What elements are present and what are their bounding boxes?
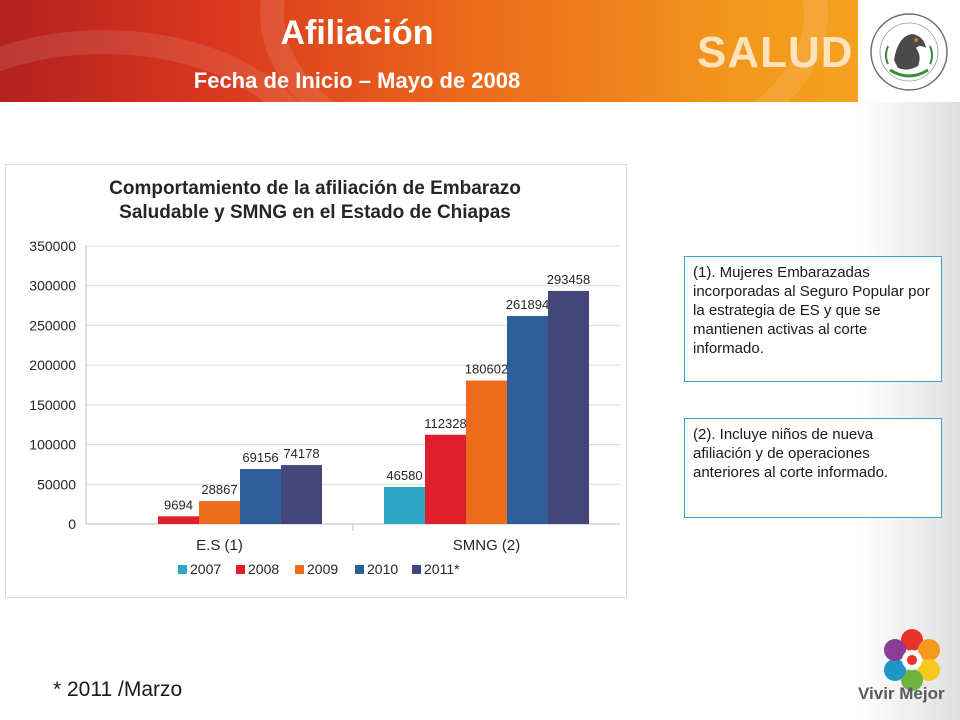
y-tick-label: 100000 xyxy=(29,437,76,453)
bar-2011-0 xyxy=(281,465,322,524)
bar-2007-1 xyxy=(384,487,425,524)
note-smng: (2). Incluye niños de nueva afiliación y… xyxy=(684,418,942,518)
data-label: 180602 xyxy=(465,362,508,377)
legend-swatch xyxy=(295,565,304,574)
header-banner xyxy=(0,0,858,102)
y-tick-label: 50000 xyxy=(37,476,76,492)
data-label: 261894 xyxy=(506,297,549,312)
bar-chart: 0 50000 100000 150000 200000 250000 300000 3500… xyxy=(29,238,620,577)
data-label: 74178 xyxy=(283,446,319,461)
vivir-mejor-flower-icon xyxy=(884,629,940,691)
data-label: 69156 xyxy=(242,450,278,465)
x-category-label: SMNG (2) xyxy=(453,537,521,554)
page-subtitle: Fecha de Inicio – Mayo de 2008 xyxy=(193,68,521,93)
bar-2008-0 xyxy=(158,516,199,524)
data-label: 112328 xyxy=(424,416,466,431)
data-label: 293458 xyxy=(547,272,590,287)
legend-label: 2008 xyxy=(248,561,279,577)
y-tick-label: 150000 xyxy=(29,397,76,413)
bar-2008-1 xyxy=(425,434,466,524)
legend-label: 2009 xyxy=(307,561,338,577)
data-label: 9694 xyxy=(164,497,193,512)
legend-swatch xyxy=(355,565,364,574)
legend-swatch xyxy=(236,565,245,574)
bar-2011-1 xyxy=(548,290,589,524)
y-tick-label: 250000 xyxy=(29,317,76,333)
y-tick-label: 300000 xyxy=(29,278,76,294)
x-category-label: E.S (1) xyxy=(196,537,243,554)
bar-2010-0 xyxy=(240,469,281,524)
y-tick-label: 350000 xyxy=(29,238,76,254)
eagle-seal-icon xyxy=(870,13,948,91)
legend-label: 2010 xyxy=(367,561,398,577)
bar-2009-1 xyxy=(466,380,507,524)
chart-title-line2: Saludable y SMNG en el Estado de Chiapas xyxy=(119,202,511,223)
legend-label: 2007 xyxy=(190,561,221,577)
legend-label: 2011* xyxy=(424,561,460,577)
bar-2010-1 xyxy=(507,315,548,524)
y-tick-label: 200000 xyxy=(29,357,76,373)
data-label: 46580 xyxy=(386,468,422,483)
legend-swatch xyxy=(178,565,187,574)
note-es: (1). Mujeres Embarazadas incorporadas al… xyxy=(684,256,942,382)
mexico-seal xyxy=(858,0,960,102)
chart-title-line1: Comportamiento de la afiliación de Embar… xyxy=(109,178,521,199)
page-title: Afiliación xyxy=(280,14,434,52)
brand-salud: SALUD xyxy=(697,28,854,77)
vivir-mejor-logo-text: Vivir Mejor xyxy=(858,684,945,703)
y-tick-label: 0 xyxy=(68,516,76,532)
bar-2009-0 xyxy=(199,501,240,524)
legend-swatch xyxy=(412,565,421,574)
data-label: 28867 xyxy=(201,482,237,497)
footnote: * 2011 /Marzo xyxy=(53,678,183,701)
right-decor-strip xyxy=(858,102,960,720)
